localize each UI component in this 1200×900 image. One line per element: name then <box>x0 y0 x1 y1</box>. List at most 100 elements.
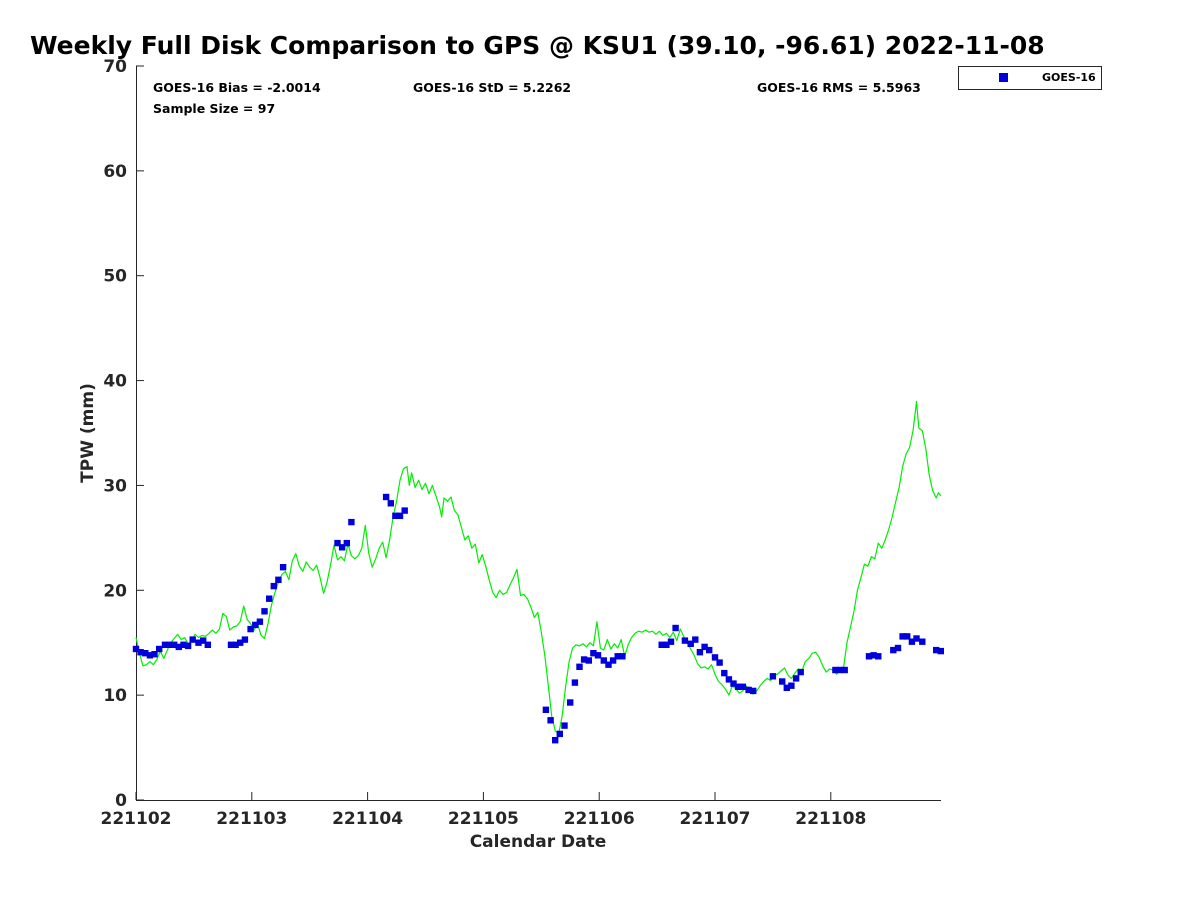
goes-point <box>687 640 694 647</box>
goes-point <box>769 673 777 680</box>
goes-point <box>696 649 704 656</box>
y-tick-label: 0 <box>115 791 127 811</box>
goes-point <box>401 507 408 514</box>
goes-point <box>227 641 235 648</box>
goes-point <box>701 643 708 651</box>
goes-point <box>739 683 746 690</box>
goes-point <box>609 657 617 664</box>
goes-point <box>585 657 592 664</box>
goes-point <box>232 641 239 648</box>
sample-size-stat: Sample Size = 97 <box>153 101 275 116</box>
goes-point <box>605 661 612 668</box>
y-tick-label: 10 <box>103 686 127 706</box>
goes-point <box>247 625 254 633</box>
y-tick-label: 50 <box>103 267 127 287</box>
goes-point <box>836 666 844 674</box>
goes-point <box>779 678 786 685</box>
x-tick-label: 221104 <box>332 809 403 829</box>
goes-point <box>175 643 182 651</box>
goes-point <box>142 650 149 657</box>
goes-point <box>334 539 341 547</box>
goes-point <box>396 512 404 519</box>
std-stat: GOES-16 StD = 5.2262 <box>413 80 571 95</box>
goes-point <box>266 595 273 602</box>
goes-point <box>556 730 563 738</box>
y-tick-label: 30 <box>103 476 127 496</box>
goes-point <box>933 646 940 654</box>
goes-point <box>590 650 597 657</box>
goes-series <box>132 493 944 744</box>
x-tick-label: 221106 <box>564 809 635 829</box>
y-tick-label: 20 <box>103 581 127 601</box>
x-axis-label: Calendar Date <box>470 832 607 852</box>
goes-point <box>667 638 675 645</box>
goes-point <box>841 666 848 674</box>
goes-point <box>571 679 579 686</box>
goes-point <box>913 635 920 642</box>
goes-point <box>256 618 264 625</box>
goes-point <box>619 653 626 660</box>
goes-point <box>832 666 839 674</box>
goes-point <box>681 637 689 644</box>
chart-title: Weekly Full Disk Comparison to GPS @ KSU… <box>30 31 1045 60</box>
goes-point <box>180 641 187 648</box>
goes-point <box>788 682 795 689</box>
goes-point <box>275 576 282 583</box>
x-ticks: 221102 221103 221104 221105 221106 221107 2211… <box>101 792 866 829</box>
goes-point <box>865 653 873 660</box>
goes-point <box>542 706 550 713</box>
y-ticks: 0 10 20 30 40 50 60 70 <box>103 57 144 811</box>
goes-point <box>614 653 621 660</box>
legend-marker <box>999 73 1008 82</box>
goes-point <box>692 636 699 643</box>
goes-point <box>783 684 790 691</box>
goes-point <box>745 686 752 694</box>
goes-point <box>270 582 277 590</box>
goes-point <box>171 641 178 648</box>
goes-point <box>237 639 244 646</box>
gps-series <box>135 400 942 735</box>
goes-point <box>195 639 202 646</box>
legend: GOES-16 <box>958 66 1102 90</box>
goes-point <box>792 675 800 682</box>
goes-point <box>735 683 742 690</box>
goes-point <box>663 641 670 648</box>
gps-line <box>135 400 942 735</box>
y-axis-label: TPW (mm) <box>78 383 98 483</box>
goes-point <box>348 518 355 526</box>
goes-point <box>252 621 259 629</box>
goes-point <box>711 654 719 661</box>
goes-point <box>387 500 394 507</box>
rms-stat: GOES-16 RMS = 5.5963 <box>757 80 921 95</box>
goes-point <box>899 633 906 640</box>
goes-point <box>189 636 196 643</box>
goes-point <box>875 653 882 660</box>
goes-point <box>382 493 390 501</box>
goes-point <box>580 656 588 663</box>
goes-point <box>261 608 268 615</box>
legend-label: GOES-16 <box>1042 71 1096 84</box>
goes-point <box>279 564 287 571</box>
goes-point <box>241 636 249 643</box>
goes-point <box>161 641 169 648</box>
goes-point <box>547 717 554 724</box>
goes-point <box>338 544 346 551</box>
goes-point <box>600 657 607 664</box>
goes-point <box>343 539 350 547</box>
goes-point <box>904 633 911 640</box>
goes-point <box>750 687 757 695</box>
goes-point <box>672 624 679 632</box>
x-tick-label: 221107 <box>680 809 751 829</box>
x-tick-label: 221103 <box>216 809 287 829</box>
plot-area: 0 10 20 30 40 50 60 70 221102 221103 221104 221105… <box>101 57 944 829</box>
goes-point <box>706 646 713 654</box>
goes-point <box>576 663 583 670</box>
goes-point <box>561 722 568 729</box>
goes-point <box>890 646 897 654</box>
goes-point <box>908 638 916 645</box>
goes-point <box>184 642 192 650</box>
y-tick-label: 40 <box>103 372 127 392</box>
y-tick-label: 70 <box>103 57 127 77</box>
